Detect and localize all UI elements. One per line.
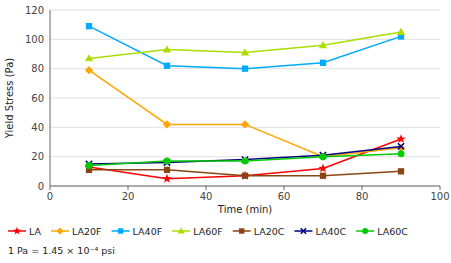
legend-marker <box>301 228 306 233</box>
data-point <box>242 66 248 72</box>
x-tick-label: 80 <box>356 191 369 202</box>
y-tick-label: 0 <box>38 181 44 192</box>
grid-line <box>50 10 440 11</box>
data-point <box>86 162 93 169</box>
x-tick <box>440 186 441 190</box>
x-tick <box>50 186 51 190</box>
y-tick-label: 20 <box>31 151 44 162</box>
x-tick-label: 60 <box>278 191 291 202</box>
legend-marker <box>178 227 185 233</box>
x-tick-label: 0 <box>47 191 53 202</box>
y-axis <box>50 10 51 186</box>
legend-label: LA60C <box>377 226 408 237</box>
y-tick-label: 80 <box>31 63 44 74</box>
legend-marker <box>239 228 244 233</box>
legend-marker <box>13 227 21 235</box>
data-point <box>163 45 171 52</box>
data-point <box>242 173 248 179</box>
x-axis <box>50 186 440 187</box>
grid-line <box>50 156 440 157</box>
data-point <box>398 150 405 157</box>
y-tick-label: 60 <box>31 93 44 104</box>
x-axis-label: Time (min) <box>217 204 272 215</box>
x-tick-label: 20 <box>122 191 135 202</box>
data-point <box>164 63 170 69</box>
legend-label: LA20F <box>72 226 102 237</box>
grid-line <box>50 186 440 187</box>
data-point <box>398 168 404 174</box>
data-point <box>320 153 327 160</box>
x-tick-label: 100 <box>430 191 449 202</box>
data-point <box>320 173 326 179</box>
data-point <box>242 158 249 165</box>
data-point <box>241 120 249 128</box>
legend-label: LA40C <box>315 226 346 237</box>
data-point <box>396 134 405 143</box>
x-tick <box>362 186 363 190</box>
legend-marker <box>362 228 368 234</box>
data-point <box>85 54 93 61</box>
data-point <box>86 23 92 29</box>
plot-area <box>84 23 405 183</box>
legend-label: LA20C <box>254 226 285 237</box>
x-tick <box>206 186 207 190</box>
series-line <box>89 70 401 157</box>
data-point <box>241 48 249 55</box>
legend-label: LA <box>29 226 42 237</box>
data-point <box>164 158 171 165</box>
annotation: 1 Pa = 1.45 × 10⁻⁴ psi <box>8 245 115 256</box>
data-point <box>320 60 326 66</box>
y-tick-label: 120 <box>25 5 44 16</box>
data-point <box>163 120 171 128</box>
x-tick <box>284 186 285 190</box>
grid-line <box>50 98 440 99</box>
legend-label: LA40F <box>133 226 163 237</box>
data-point <box>397 28 405 35</box>
data-point <box>85 66 93 74</box>
x-tick <box>128 186 129 190</box>
y-tick-label: 40 <box>31 122 44 133</box>
grid-line <box>50 39 440 40</box>
legend: LA LA20F LA40F LA60F LA20C LA40C LA60C <box>8 226 408 237</box>
data-point <box>398 143 404 149</box>
y-tick-label: 100 <box>25 34 44 45</box>
data-point <box>164 167 170 173</box>
data-point <box>318 164 327 173</box>
data-point <box>319 152 327 160</box>
legend-marker <box>56 227 63 234</box>
data-point <box>319 41 327 48</box>
y-axis-label: Yield Stress (Pa) <box>4 58 15 140</box>
data-point <box>162 174 171 183</box>
series-line <box>89 26 401 69</box>
series-line <box>89 139 401 179</box>
chart: 0 20 40 60 80 100 120 0 20 40 60 80 100 Time (min) Yie… <box>0 0 451 263</box>
series-line <box>89 32 401 58</box>
legend-marker <box>118 228 123 233</box>
series-line <box>89 154 401 166</box>
x-tick-label: 40 <box>200 191 213 202</box>
legend-label: LA60F <box>193 226 223 237</box>
